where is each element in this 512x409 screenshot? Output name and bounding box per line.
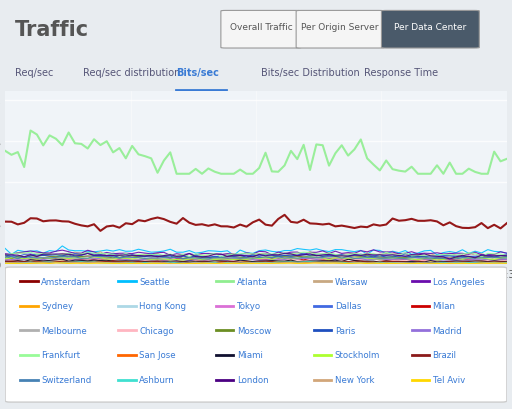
Text: Hong Kong: Hong Kong	[139, 301, 186, 310]
Text: Paris: Paris	[335, 326, 355, 335]
Text: London: London	[237, 375, 269, 384]
Text: Seattle: Seattle	[139, 277, 169, 286]
Text: Amsterdam: Amsterdam	[41, 277, 91, 286]
Text: Stockholm: Stockholm	[335, 351, 380, 360]
Text: Moscow: Moscow	[237, 326, 271, 335]
Text: Melbourne: Melbourne	[41, 326, 87, 335]
Text: Los Angeles: Los Angeles	[433, 277, 484, 286]
Text: Milan: Milan	[433, 301, 456, 310]
Text: Atlanta: Atlanta	[237, 277, 268, 286]
Text: Sydney: Sydney	[41, 301, 73, 310]
Text: Warsaw: Warsaw	[335, 277, 368, 286]
Text: San Jose: San Jose	[139, 351, 176, 360]
Text: Ashburn: Ashburn	[139, 375, 175, 384]
Text: Traffic: Traffic	[15, 20, 89, 40]
FancyBboxPatch shape	[5, 267, 507, 402]
Text: Overall Traffic: Overall Traffic	[230, 23, 292, 32]
Text: Bits/sec Distribution: Bits/sec Distribution	[261, 67, 360, 77]
Text: Bits/sec: Bits/sec	[176, 67, 219, 77]
FancyBboxPatch shape	[296, 11, 384, 49]
Text: Per Origin Server: Per Origin Server	[301, 23, 379, 32]
Text: Per Data Center: Per Data Center	[394, 23, 466, 32]
Text: Frankfurt: Frankfurt	[41, 351, 80, 360]
FancyBboxPatch shape	[381, 11, 479, 49]
Text: Req/sec distribution: Req/sec distribution	[83, 67, 180, 77]
Text: Response Time: Response Time	[364, 67, 438, 77]
Text: Dallas: Dallas	[335, 301, 361, 310]
Text: Switzerland: Switzerland	[41, 375, 92, 384]
Text: Miami: Miami	[237, 351, 263, 360]
Text: Tokyo: Tokyo	[237, 301, 261, 310]
Text: New York: New York	[335, 375, 374, 384]
FancyBboxPatch shape	[221, 11, 301, 49]
Text: Madrid: Madrid	[433, 326, 462, 335]
Text: Tel Aviv: Tel Aviv	[433, 375, 465, 384]
Text: Req/sec: Req/sec	[15, 67, 54, 77]
Text: Brazil: Brazil	[433, 351, 457, 360]
Text: Chicago: Chicago	[139, 326, 174, 335]
